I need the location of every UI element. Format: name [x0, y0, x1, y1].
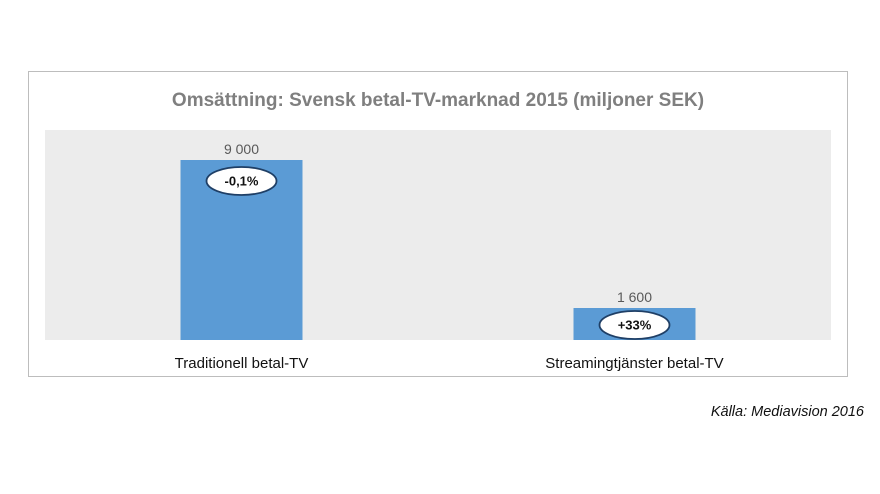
change-label: +33%: [618, 318, 652, 333]
change-label: -0,1%: [225, 174, 259, 189]
category-label: Traditionell betal-TV: [175, 355, 309, 372]
change-badge: [205, 166, 278, 196]
data-label: 9 000: [224, 141, 259, 157]
data-label: 1 600: [617, 289, 652, 305]
change-badge: [598, 310, 671, 340]
chart-title: Omsättning: Svensk betal-TV-marknad 2015…: [171, 90, 705, 111]
plot-area: [45, 130, 831, 340]
source-note: Källa: Mediavision 2016: [710, 404, 864, 420]
category-label: Streamingtjänster betal-TV: [545, 355, 723, 372]
